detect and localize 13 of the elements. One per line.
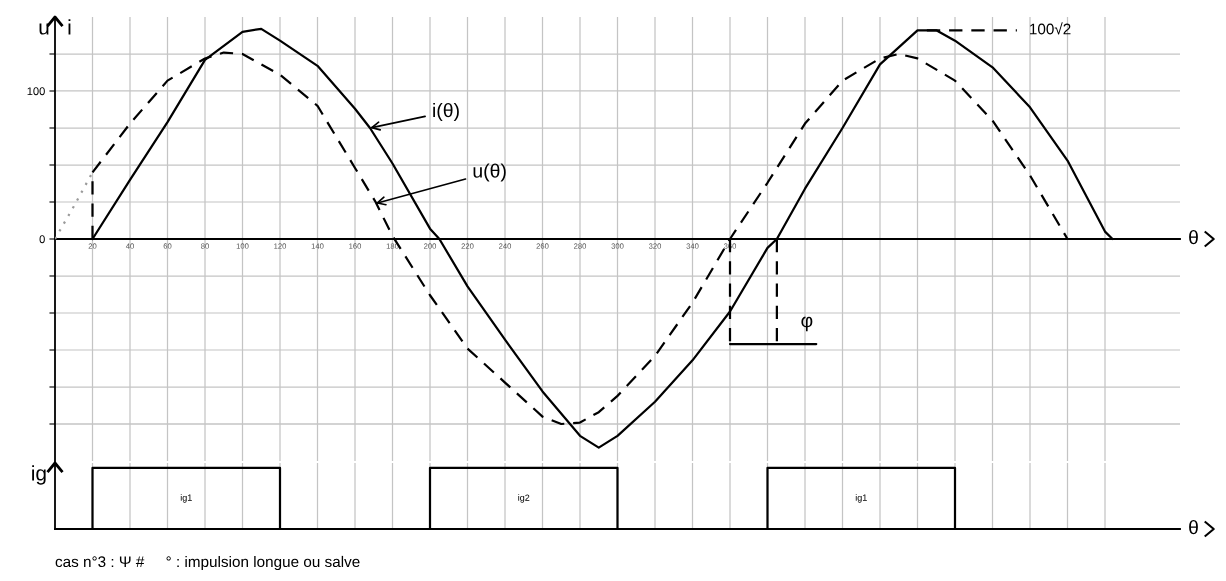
y-tick-label: 0 <box>39 235 45 244</box>
x-axis-title: θ <box>1189 229 1198 245</box>
annotation: u(θ) <box>473 163 506 182</box>
y-axis-title: ig <box>32 465 46 485</box>
text: ig1 <box>180 494 192 503</box>
annotation: 100√2 <box>1030 22 1071 35</box>
annotation: φ <box>801 316 813 332</box>
text: ig1 <box>855 494 867 503</box>
y-axis-title: u i <box>39 19 71 35</box>
annotation: i(θ) <box>433 102 459 122</box>
x-axis-title: θ <box>1189 519 1198 535</box>
text: cas n°3 : Ψ # ° : impulsion longue ou salve <box>55 555 360 571</box>
text: ig2 <box>518 494 530 503</box>
